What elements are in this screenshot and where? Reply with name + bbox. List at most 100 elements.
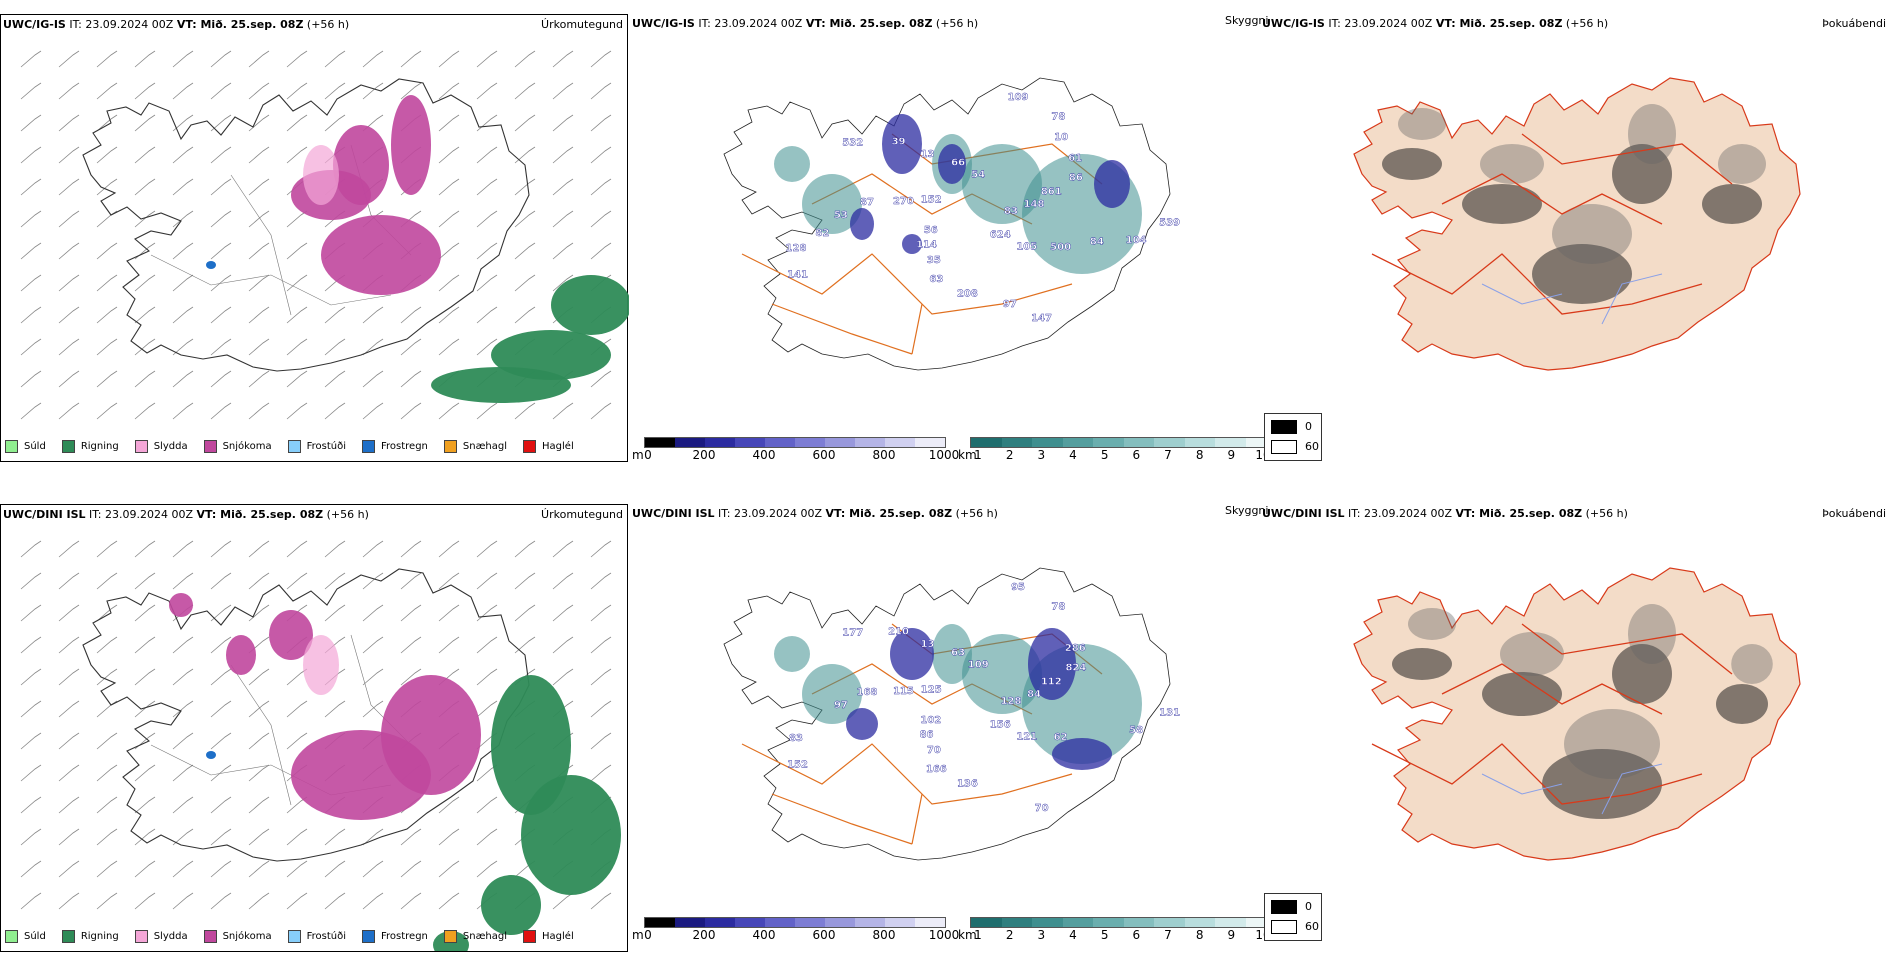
precip-legend: Súld Rigning Slydda Snjókoma Frostúði Frostre… — [5, 437, 588, 455]
legend-label: Snjókoma — [222, 930, 272, 942]
wind-barb — [96, 828, 118, 846]
wind-barb — [134, 828, 156, 846]
wind-barb — [248, 892, 270, 910]
legend-item-frostregn: Frostregn — [362, 929, 428, 943]
ceiling-value-label: 104 — [1126, 235, 1147, 246]
wind-barb — [58, 700, 80, 718]
wind-barb — [134, 892, 156, 910]
rain-area — [521, 775, 621, 895]
wind-barb — [286, 370, 308, 388]
ceiling-value-label: 125 — [921, 685, 942, 696]
wind-barb — [172, 370, 194, 388]
colorbar-segment — [645, 438, 675, 447]
wind-barb — [20, 668, 42, 686]
wind-barb — [210, 828, 232, 846]
lead-time: (+56 h) — [935, 17, 979, 30]
legend-item-súld: Súld — [5, 929, 46, 943]
wind-barb — [210, 796, 232, 814]
colorbar-tick: 8 — [1195, 448, 1204, 462]
wind-barb — [324, 402, 346, 420]
ceiling-value-label: 500 — [1050, 242, 1071, 253]
legend-swatch — [443, 439, 457, 453]
ceiling-value-label: 70 — [927, 745, 941, 756]
wind-barb — [590, 50, 612, 68]
wind-barb — [210, 50, 232, 68]
wind-barb — [20, 370, 42, 388]
colorbar-strip — [970, 917, 1277, 928]
colorbar-segment — [885, 438, 915, 447]
wind-barb — [58, 178, 80, 196]
ceiling-value-label: 539 — [1159, 217, 1180, 228]
wind-barb — [476, 146, 498, 164]
wind-barb — [96, 274, 118, 292]
wind-barb — [210, 82, 232, 100]
colorbar-segment — [1215, 918, 1246, 927]
colorbar-tick: 0 — [644, 928, 652, 942]
wind-barb — [210, 668, 232, 686]
wind-barb — [438, 242, 460, 260]
wind-barb — [400, 50, 422, 68]
ceiling-map: 83 56 54 105 87 86 63 39 104 128 78 147 152 148 114 66 5… — [723, 77, 1180, 371]
wind-barb — [552, 50, 574, 68]
fog-index-area — [1564, 709, 1660, 779]
ceiling-value-label: 102 — [920, 715, 941, 726]
wind-barb — [324, 892, 346, 910]
wind-barb — [134, 604, 156, 622]
wind-barb — [552, 604, 574, 622]
wind-barb — [286, 402, 308, 420]
wind-barb — [286, 540, 308, 558]
freezing-rain-area — [206, 261, 216, 269]
fog-index-area — [1532, 244, 1632, 304]
wind-barb — [324, 370, 346, 388]
wind-barb — [514, 114, 536, 132]
wind-barb — [96, 892, 118, 910]
wind-barb — [96, 146, 118, 164]
wind-barb — [58, 636, 80, 654]
iceland-coastline — [1353, 77, 1801, 371]
wind-barb — [172, 338, 194, 356]
wind-barb — [362, 50, 384, 68]
colorbar-tick: 200 — [692, 448, 716, 462]
wind-barb — [590, 370, 612, 388]
colorbar-segment — [1001, 438, 1032, 447]
wind-barb — [590, 210, 612, 228]
wind-barb — [96, 668, 118, 686]
fog-index-panel: UWC/DINI ISL IT: 23.09.2024 00Z VT: Mið.… — [1262, 504, 1890, 950]
fog-index-area — [1392, 648, 1452, 680]
colorbar-tick: 400 — [752, 928, 776, 942]
wind-barb — [324, 572, 346, 590]
ceiling-value-label: 109 — [1008, 92, 1029, 103]
wind-barb — [20, 306, 42, 324]
wind-barb — [476, 572, 498, 590]
wind-barb — [248, 210, 270, 228]
colorbar-segment — [915, 918, 945, 927]
ceiling-value-label: 78 — [1051, 111, 1065, 122]
fog-legend-label: 0 — [1305, 900, 1312, 913]
wind-barb — [134, 178, 156, 196]
colorbar-tick: 200 — [692, 928, 716, 942]
sleet-area — [303, 635, 339, 695]
colorbar-strip — [644, 437, 946, 448]
low-ceiling-area — [938, 144, 966, 184]
low-ceiling-area — [1052, 738, 1112, 770]
wind-barb — [552, 178, 574, 196]
wind-barb — [58, 796, 80, 814]
valid-time: VT: Mið. 25.sep. 08Z — [805, 17, 933, 30]
colorbar-segment — [795, 438, 825, 447]
colorbar-segment — [795, 918, 825, 927]
fog-legend-label: 60 — [1305, 440, 1319, 453]
ceiling-value-label: 166 — [926, 764, 947, 775]
wind-barb — [210, 242, 232, 260]
wind-barb — [248, 82, 270, 100]
wind-barb — [476, 114, 498, 132]
wind-barb — [438, 178, 460, 196]
wind-barb — [514, 274, 536, 292]
ceiling-value-label: 208 — [957, 289, 978, 300]
fog-index-area — [1382, 148, 1442, 180]
low-ceiling-area — [846, 708, 878, 740]
panel-name-ceiling: Skyggni — [1225, 504, 1269, 517]
low-visibility-area — [932, 624, 972, 684]
iceland-coastline — [723, 567, 1171, 861]
forecast-row-dini: UWC/DINI ISL IT: 23.09.2024 00Z VT: Mið.… — [0, 490, 1900, 965]
valid-time: VT: Mið. 25.sep. 08Z — [825, 507, 953, 520]
